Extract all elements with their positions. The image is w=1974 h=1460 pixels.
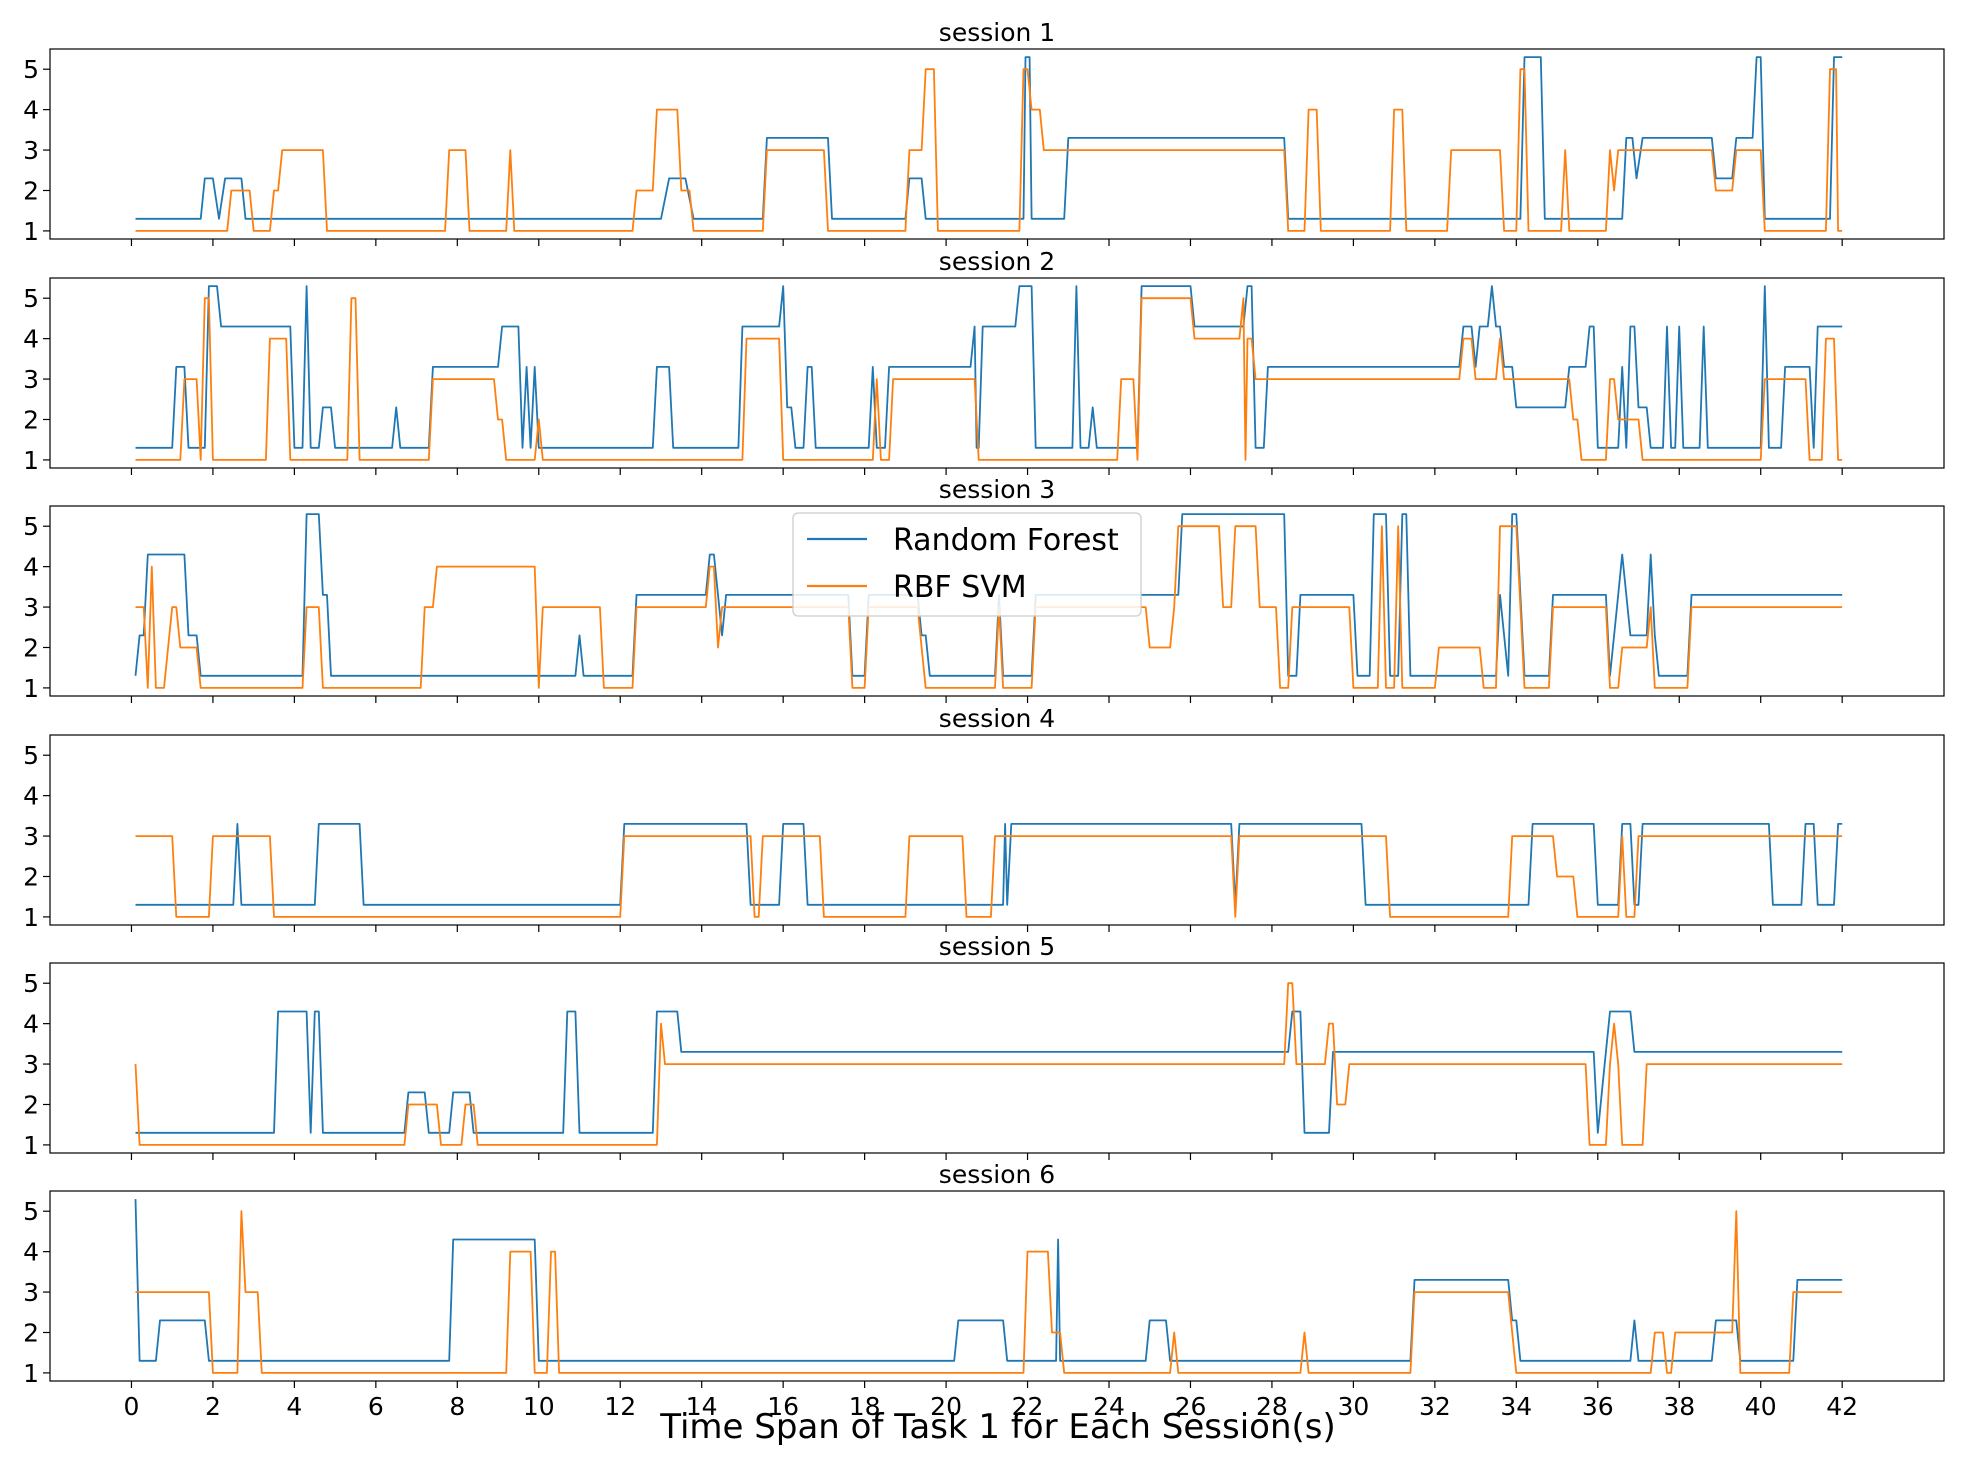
panel-session-5: session 5 1 2 3 4 5 (23, 932, 1945, 1160)
x-axis-label: Time Span of Task 1 for Each Session(s) (659, 1407, 1335, 1447)
panel-title: session 2 (939, 247, 1055, 276)
x-tick-label: 12 (604, 1392, 636, 1421)
y-tick-label: 2 (23, 1090, 39, 1119)
panel-session-1: session 1 1 2 3 4 5 (23, 18, 1945, 246)
y-tick-label: 5 (23, 55, 39, 84)
legend-label: Random Forest (893, 523, 1119, 558)
series-line-rbf-svm (135, 835, 1843, 918)
x-tick-label: 30 (1337, 1392, 1369, 1421)
panel-session-6: session 6 1 2 3 4 5 (23, 1160, 1945, 1388)
y-tick-label: 2 (23, 1318, 39, 1347)
panel-frame (49, 48, 1945, 240)
y-tick-label: 5 (23, 969, 39, 998)
panel-frame (49, 734, 1945, 926)
y-tick-label: 3 (23, 593, 39, 622)
y-tick-label: 1 (23, 674, 39, 703)
y-tick-label: 1 (23, 1359, 39, 1388)
y-tick-label: 1 (23, 1131, 39, 1160)
x-tick-label: 4 (286, 1392, 302, 1421)
x-tick-label: 22 (1012, 1392, 1044, 1421)
panel-session-3: session 3 1 2 3 4 5 (23, 475, 1945, 703)
y-tick-label: 5 (23, 741, 39, 770)
panel-frame (49, 277, 1945, 469)
series-line-rbf-svm (135, 1210, 1843, 1374)
panel-frame (49, 505, 1945, 697)
x-tick-label: 20 (930, 1392, 962, 1421)
y-tick-label: 4 (23, 553, 39, 582)
legend: Random Forest RBF SVM (792, 512, 1142, 617)
x-tick-label: 6 (368, 1392, 384, 1421)
y-tick-label: 4 (23, 325, 39, 354)
series-line-rbf-svm (135, 68, 1843, 232)
panel-title: session 6 (939, 1160, 1055, 1189)
panel-title: session 3 (939, 475, 1055, 504)
x-tick-label: 26 (1175, 1392, 1207, 1421)
x-tick-label: 8 (449, 1392, 465, 1421)
x-tick-label: 2 (205, 1392, 221, 1421)
legend-box (792, 512, 1142, 617)
y-tick-label: 3 (23, 136, 39, 165)
panel-title: session 5 (939, 932, 1055, 961)
panel-session-4: session 4 1 2 3 4 5 (23, 704, 1945, 932)
y-tick-label: 2 (23, 176, 39, 205)
y-tick-label: 2 (23, 405, 39, 434)
y-tick-label: 4 (23, 1010, 39, 1039)
y-tick-label: 5 (23, 512, 39, 541)
x-tick-label: 14 (686, 1392, 718, 1421)
series-line-random-forest (135, 1010, 1843, 1134)
y-tick-label: 3 (23, 1050, 39, 1079)
x-tick-label: 0 (124, 1392, 140, 1421)
series-line-random-forest (135, 56, 1843, 220)
x-tick-label: 28 (1256, 1392, 1288, 1421)
legend-label: RBF SVM (893, 570, 1027, 605)
y-tick-label: 5 (23, 284, 39, 313)
y-tick-label: 3 (23, 1278, 39, 1307)
y-tick-label: 4 (23, 1238, 39, 1267)
x-tick-label: 10 (523, 1392, 555, 1421)
x-tick-label: 42 (1826, 1392, 1858, 1421)
y-tick-label: 4 (23, 782, 39, 811)
panels: session 1 1 2 3 4 5 session 2 1 2 3 4 5 session 3 1 2 3… (23, 18, 1945, 1388)
panel-frame (49, 1190, 1945, 1382)
x-tick-label: 34 (1500, 1392, 1532, 1421)
panel-frame (49, 962, 1945, 1154)
x-tick-label: 40 (1745, 1392, 1777, 1421)
x-tick-label: 38 (1663, 1392, 1695, 1421)
panel-title: session 4 (939, 704, 1055, 733)
x-tick-label: 32 (1419, 1392, 1451, 1421)
x-tick-label: 24 (1093, 1392, 1125, 1421)
x-tick-label: 18 (849, 1392, 881, 1421)
x-tick-label: 16 (767, 1392, 799, 1421)
y-tick-label: 1 (23, 446, 39, 475)
series-line-rbf-svm (135, 297, 1843, 461)
y-tick-label: 1 (23, 903, 39, 932)
series-line-rbf-svm (135, 525, 1843, 689)
x-tick-label: 36 (1582, 1392, 1614, 1421)
series-line-random-forest (134, 1199, 1843, 1362)
y-tick-label: 5 (23, 1197, 39, 1226)
y-tick-label: 3 (23, 365, 39, 394)
y-tick-label: 1 (23, 217, 39, 246)
y-tick-label: 2 (23, 633, 39, 662)
series-line-rbf-svm (134, 982, 1843, 1146)
x-axis: 0 2 4 6 8 10 12 14 16 18 20 22 24 26 28 30 32 34 36 38 40 42 (124, 1392, 1859, 1421)
panel-session-2: session 2 1 2 3 4 5 (23, 247, 1945, 475)
y-tick-label: 4 (23, 96, 39, 125)
panel-title: session 1 (939, 18, 1055, 47)
y-tick-label: 3 (23, 822, 39, 851)
y-tick-label: 2 (23, 862, 39, 891)
series-line-random-forest (135, 285, 1843, 449)
